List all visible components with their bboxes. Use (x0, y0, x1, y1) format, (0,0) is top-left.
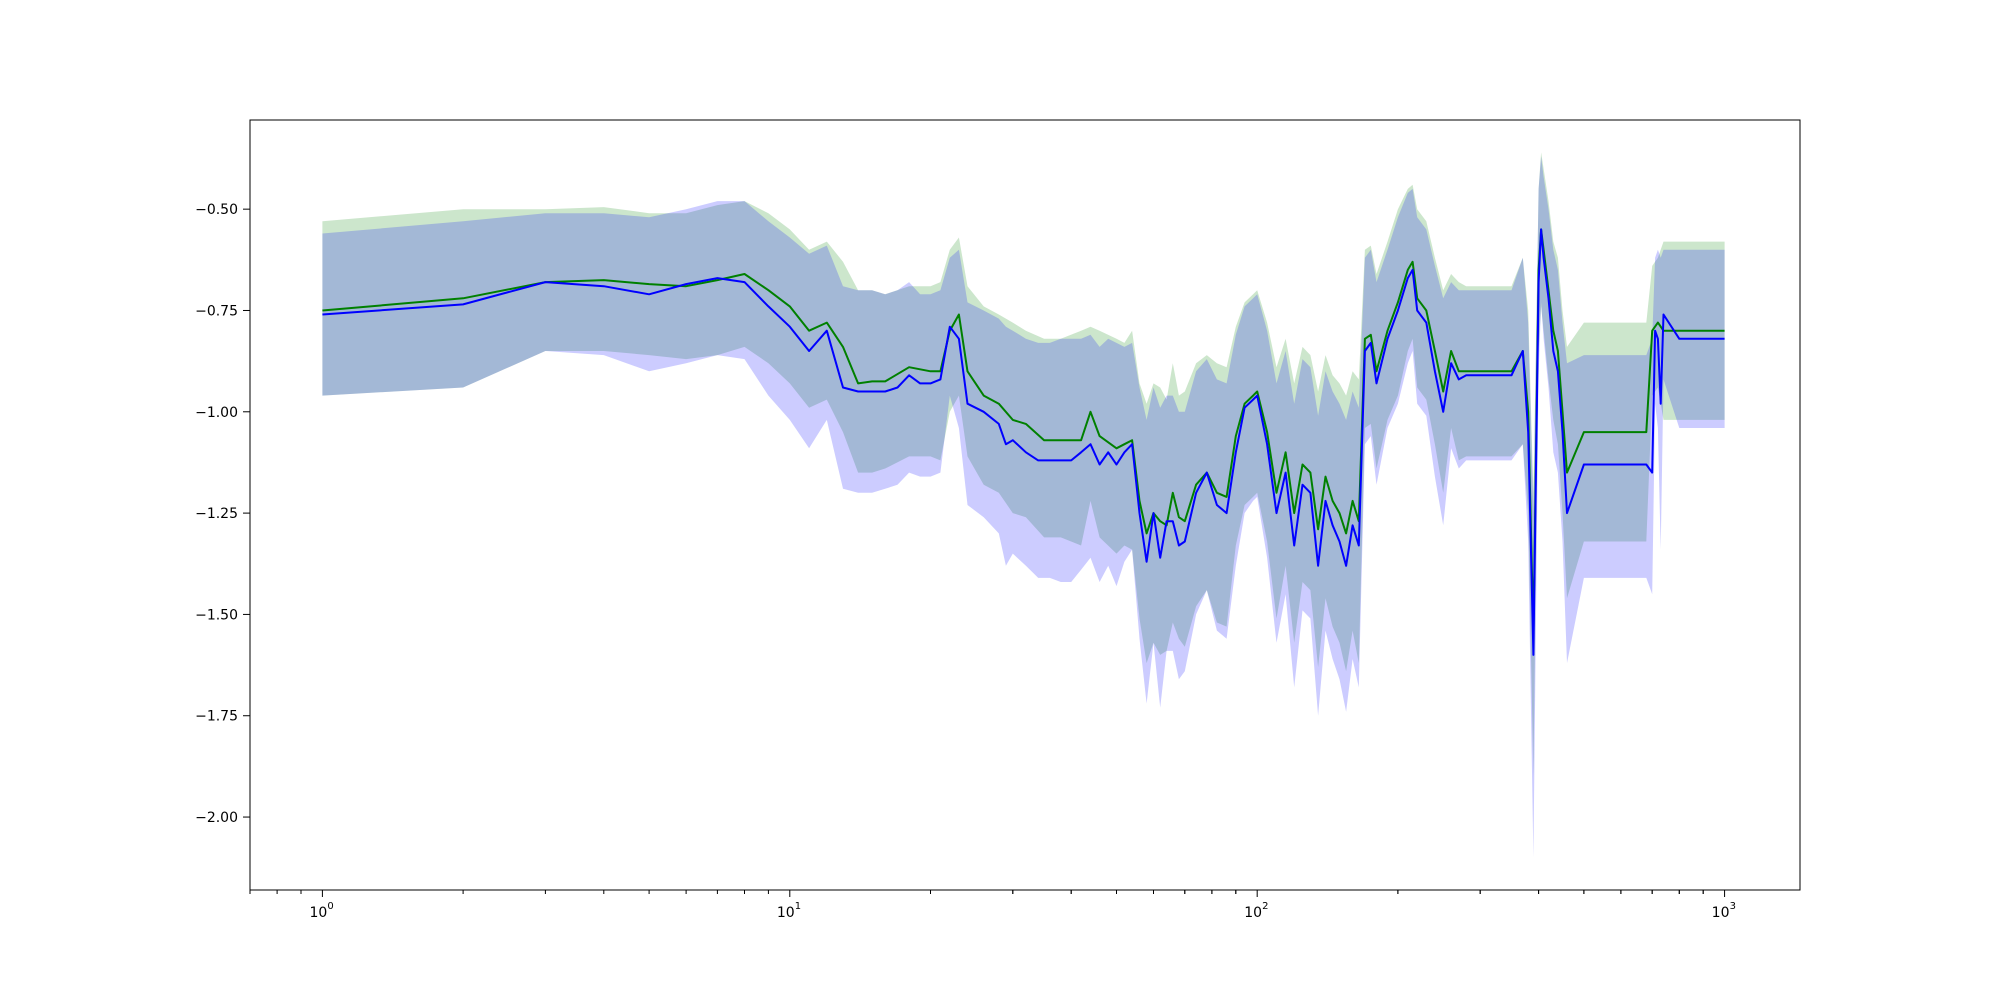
x-tick-exponent: 3 (1730, 901, 1736, 912)
series-0-band (322, 152, 1725, 777)
x-tick-label: 10 (1712, 905, 1730, 921)
plot-frame (249, 119, 1801, 891)
x-tick-exponent: 2 (1262, 901, 1268, 912)
x-tick-exponent: 0 (327, 901, 333, 912)
x-tick-label: 10 (309, 905, 327, 921)
y-tick-label: −1.25 (195, 506, 238, 522)
x-tick-label: 10 (1244, 905, 1262, 921)
x-axis: 10 0 10 1 10 2 10 3 (249, 890, 1736, 921)
series-1-band (322, 156, 1725, 858)
confidence-bands (322, 152, 1725, 858)
y-tick-label: −2.00 (195, 810, 238, 826)
x-tick-label: 10 (777, 905, 795, 921)
series-1-line (322, 228, 1725, 656)
y-tick-label: −1.75 (195, 709, 238, 725)
y-tick-label: −1.00 (195, 405, 238, 421)
y-axis: −0.50 −0.75 −1.00 −1.25 −1.50 −1.75 −2.00 (195, 202, 250, 826)
y-tick-label: −0.50 (195, 202, 238, 218)
series-lines (322, 228, 1725, 656)
x-tick-exponent: 1 (795, 901, 801, 912)
y-tick-label: −1.50 (195, 607, 238, 623)
y-tick-label: −0.75 (195, 303, 238, 319)
